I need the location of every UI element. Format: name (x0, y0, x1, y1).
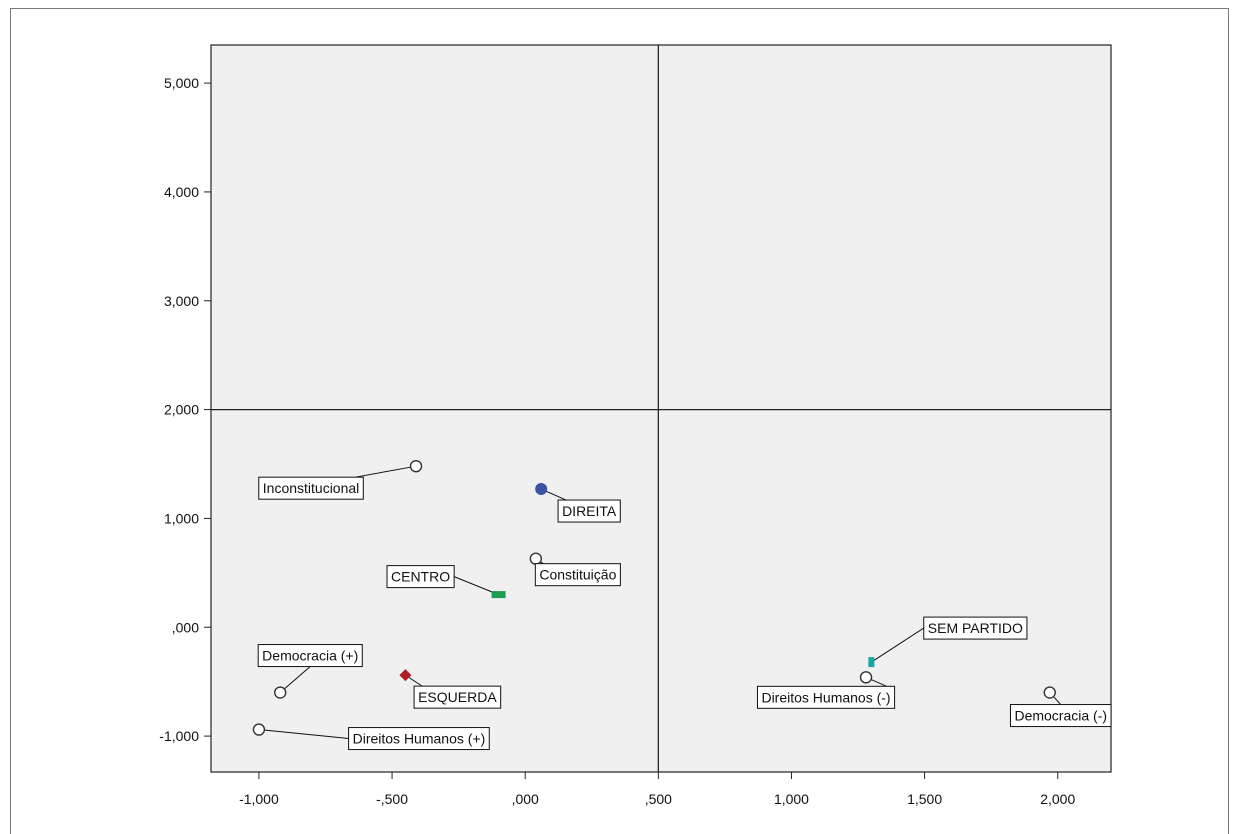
x-tick-label: 2,000 (1040, 791, 1075, 807)
point-label: SEM PARTIDO (928, 620, 1023, 636)
point-marker (529, 552, 543, 565)
data-point-group: CENTRO (386, 565, 506, 599)
leader-line (355, 465, 417, 478)
point-marker (1043, 686, 1056, 699)
point-label: Constituição (539, 567, 616, 583)
point-label-box (557, 499, 621, 523)
data-point-group: Direitos Humanos (+) (252, 723, 490, 751)
point-label: Direitos Humanos (+) (353, 731, 486, 747)
point-label-box (348, 727, 490, 751)
point-label: DIREITA (562, 503, 617, 519)
y-tick-label: 2,000 (164, 402, 199, 418)
point-label-box (413, 685, 502, 709)
point-marker (535, 483, 548, 496)
y-tick-label: 5,000 (164, 75, 199, 91)
point-label: Democracia (-) (1014, 708, 1107, 724)
leader-line (258, 729, 349, 740)
x-tick-label: -,500 (376, 791, 408, 807)
y-tick-label: ,000 (172, 619, 199, 635)
data-point-group: DIREITA (535, 483, 621, 523)
point-marker (399, 669, 412, 682)
point-label-box (1009, 704, 1112, 728)
point-label-box (386, 565, 455, 589)
point-marker (859, 671, 873, 684)
point-label-box (258, 476, 364, 500)
point-marker (491, 591, 506, 599)
point-marker (868, 657, 875, 668)
point-label-box (923, 616, 1028, 640)
x-tick-label: 1,000 (774, 791, 809, 807)
point-label: CENTRO (391, 569, 450, 585)
leader-line (871, 627, 925, 663)
point-label: ESQUERDA (418, 689, 497, 705)
point-label: Direitos Humanos (-) (761, 689, 890, 705)
x-tick-label: ,000 (512, 791, 539, 807)
point-marker (274, 686, 287, 699)
data-point-group: SEM PARTIDO (868, 616, 1028, 668)
point-label: Inconstitucional (263, 480, 360, 496)
data-point-group: Democracia (-) (1009, 686, 1112, 728)
leader-line (279, 666, 311, 693)
leader-line (453, 576, 499, 596)
data-point-group: Democracia (+) (257, 644, 363, 699)
point-marker (252, 723, 266, 736)
data-point-group: Constituição (529, 552, 621, 587)
point-label-box (257, 644, 363, 668)
data-point-group: Direitos Humanos (-) (756, 671, 896, 709)
y-tick-label: 1,000 (164, 510, 199, 526)
point-label: Democracia (+) (262, 648, 358, 664)
point-label-box (756, 685, 896, 709)
x-tick-label: 1,500 (907, 791, 942, 807)
x-tick-label: ,500 (645, 791, 672, 807)
x-tick-label: -1,000 (239, 791, 279, 807)
y-tick-label: -1,000 (159, 728, 199, 744)
data-point-group: ESQUERDA (399, 669, 502, 709)
y-tick-label: 4,000 (164, 184, 199, 200)
data-point-group: Inconstitucional (258, 459, 423, 500)
point-label-box (534, 563, 621, 587)
figure-frame (10, 8, 1229, 834)
y-tick-label: 3,000 (164, 293, 199, 309)
point-marker (409, 459, 423, 473)
